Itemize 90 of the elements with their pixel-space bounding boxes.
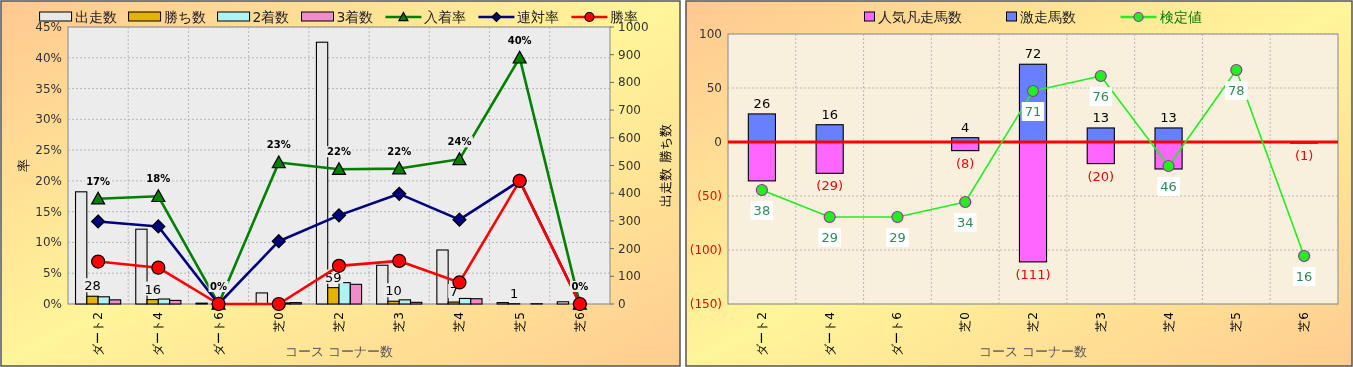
x-axis-title: コース コーナー数 [978, 344, 1088, 359]
y2-tick-label: 600 [618, 130, 641, 145]
data-label: 24% [447, 136, 472, 148]
data-label: (29) [816, 178, 844, 194]
x-tick-label: 芝5 [512, 312, 527, 332]
data-label: 71 [1024, 104, 1042, 119]
y-tick-label: 10% [35, 235, 62, 250]
legend-label: 出走数 [74, 9, 117, 25]
y-tick-label: (100) [689, 243, 722, 257]
data-label: 0% [210, 281, 228, 292]
data-label: 29 [889, 230, 906, 245]
data-label: 1 [509, 285, 519, 301]
data-label: 23% [266, 139, 291, 151]
legend-label: 人気凡走馬数 [877, 9, 962, 25]
x-tick-label: ダート6 [211, 312, 226, 356]
x-tick-label: 芝6 [1297, 312, 1312, 332]
data-label: (20) [1087, 168, 1115, 184]
data-label: (8) [956, 155, 975, 171]
data-label: 34 [956, 215, 974, 230]
data-label: 40% [507, 34, 532, 46]
x-tick-label: 芝6 [572, 312, 587, 332]
y2-tick-label: 0 [618, 297, 626, 311]
data-label: (111) [1015, 266, 1051, 282]
x-axis-title: コース コーナー数 [284, 344, 394, 359]
y-tick-label: 40% [35, 50, 62, 65]
y-tick-label: 35% [35, 81, 62, 96]
legend-label: 入着率 [424, 9, 467, 25]
y-tick-label: 100 [699, 27, 722, 41]
x-tick-label: ダート2 [91, 312, 106, 356]
data-label: 18% [146, 173, 171, 185]
x-tick-label: ダート6 [890, 312, 905, 356]
data-label: 4 [961, 119, 970, 135]
data-label: 76 [1092, 89, 1110, 104]
data-label: 28 [84, 278, 101, 294]
y2-tick-label: 200 [618, 241, 641, 256]
data-label: 29 [821, 230, 838, 245]
y-tick-label: 45% [35, 20, 62, 34]
x-tick-label: 芝5 [1229, 312, 1244, 332]
x-tick-label: ダート2 [754, 312, 769, 356]
y-tick-label: 50 [706, 81, 722, 95]
y-axis-title: 率 [16, 159, 31, 172]
data-label: (1) [1294, 148, 1314, 164]
x-tick-label: ダート4 [822, 312, 837, 356]
data-label: 26 [753, 95, 771, 111]
legend-label: 検定値 [1159, 9, 1202, 25]
data-label: 78 [1228, 83, 1245, 98]
y-tick-label: 30% [35, 112, 62, 127]
legend-label: 連対率 [517, 9, 560, 25]
data-label: 72 [1024, 46, 1042, 62]
x-tick-label: 芝4 [1161, 312, 1176, 332]
y-tick-label: 0% [42, 297, 62, 311]
data-label: 13 [1092, 109, 1110, 125]
y2-tick-label: 300 [618, 213, 641, 228]
x-tick-label: 芝0 [958, 312, 973, 332]
legend-label: 激走馬数 [1019, 9, 1076, 25]
x-tick-label: ダート4 [151, 312, 166, 356]
data-label: 10 [385, 283, 402, 299]
legend-label: 勝ち数 [163, 9, 206, 25]
x-tick-label: 芝3 [1093, 312, 1108, 332]
y-tick-label: (50) [697, 189, 722, 203]
y-tick-label: 15% [35, 204, 62, 219]
y2-axis-title: 出走数 勝ち数 [658, 124, 673, 207]
x-tick-label: 芝0 [271, 312, 286, 332]
data-label: 16 [821, 106, 838, 122]
y2-tick-label: 700 [618, 103, 641, 118]
data-label: 16 [1295, 269, 1313, 284]
y-tick-label: 5% [42, 266, 62, 281]
x-tick-label: 芝4 [452, 312, 467, 332]
data-label: 16 [144, 281, 161, 297]
x-tick-label: 芝3 [392, 312, 407, 332]
y-tick-label: 25% [35, 143, 62, 158]
y2-tick-label: 400 [618, 186, 641, 201]
y2-tick-label: 800 [618, 75, 641, 90]
y-tick-label: 0 [714, 135, 722, 149]
y-tick-label: 20% [35, 173, 62, 188]
data-label: 46 [1160, 179, 1177, 194]
x-tick-label: 芝2 [332, 312, 346, 332]
data-label: 0% [571, 281, 589, 292]
y-tick-label: (150) [689, 297, 722, 311]
legend-label: 3着数 [336, 9, 374, 25]
data-label: 38 [753, 203, 771, 218]
data-label: 17% [86, 175, 111, 187]
x-tick-label: 芝2 [1026, 312, 1040, 332]
legend-label: 2着数 [252, 9, 290, 25]
y2-tick-label: 900 [618, 47, 641, 62]
data-label: 22% [327, 146, 351, 158]
y2-tick-label: 100 [618, 269, 641, 284]
y2-tick-label: 500 [618, 158, 641, 173]
data-label: 13 [1160, 109, 1177, 125]
data-label: 22% [387, 145, 412, 157]
